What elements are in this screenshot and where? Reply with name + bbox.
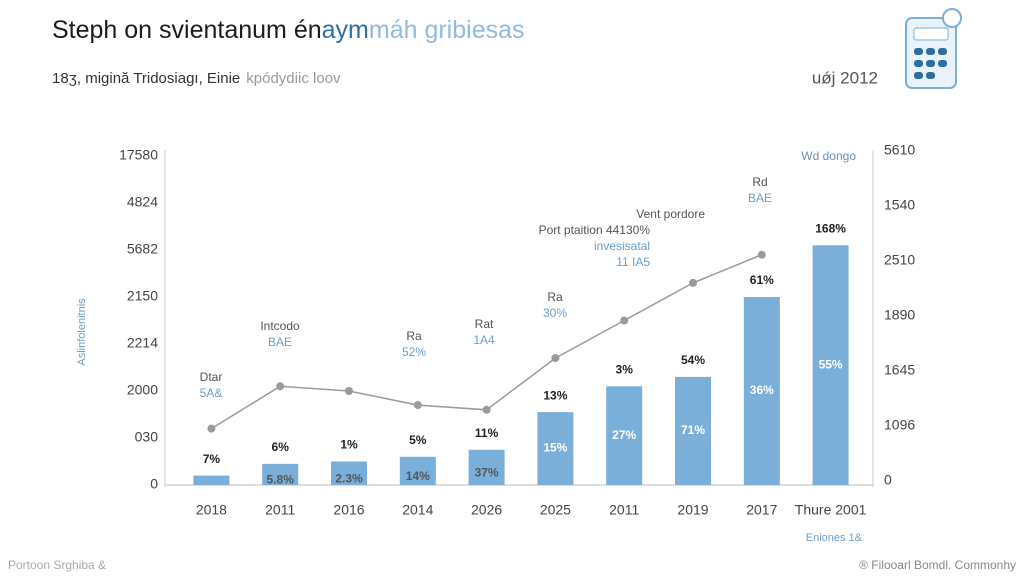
bar-top-label: 3% (616, 362, 634, 376)
bar-inner-label: 15% (543, 441, 567, 455)
x-tick-label: 2019 (677, 502, 708, 518)
line-marker (620, 316, 629, 325)
x-tick-label: 2016 (333, 502, 364, 518)
title-part: aym (322, 16, 369, 44)
y-tick-label: 4824 (127, 194, 158, 210)
line-marker (482, 405, 491, 414)
y-tick-label: 2214 (127, 335, 158, 351)
x-note: Eniones 1& (806, 532, 863, 544)
bar-top-label: 1% (340, 438, 358, 452)
bar (193, 475, 230, 485)
title-part: Steph on svientanum én (52, 16, 322, 44)
annotation: Intcodo (260, 319, 300, 333)
annotation: Ra (547, 290, 563, 304)
x-tick-label: 2025 (540, 502, 571, 518)
bar-inner-label: 36% (750, 383, 774, 397)
annotation: BAE (748, 191, 772, 205)
annotation: invesisatal (594, 239, 650, 253)
line-marker (207, 424, 216, 433)
y2-tick-label: 2510 (884, 252, 915, 268)
bar-inner-label: 2.3% (335, 471, 363, 485)
y-axis-title: Aslinfolenitnis (76, 298, 88, 366)
annotation: 5A& (200, 386, 223, 400)
line-marker (345, 387, 353, 395)
bar-inner-label: 37% (475, 466, 499, 480)
line-marker (757, 250, 766, 259)
y2-tick-label: 0 (884, 472, 892, 488)
bar-top-label: 61% (750, 273, 774, 287)
bar-top-label: 11% (475, 426, 499, 440)
y2-axis-title: Wd dongo (801, 149, 856, 163)
bar-top-label: 54% (681, 353, 705, 367)
annotation: 1A4 (473, 333, 495, 347)
line-marker (689, 278, 697, 287)
calculator-icon (905, 8, 962, 89)
date: uǿj 2012 (812, 68, 878, 87)
y2-tick-label: 1540 (884, 197, 915, 213)
bar-inner-label: 14% (406, 469, 430, 483)
annotation: 52% (402, 345, 426, 359)
bar-top-label: 5% (409, 433, 427, 447)
bar (262, 463, 299, 485)
bar-top-label: 6% (272, 440, 290, 454)
bar-top-label: 13% (543, 388, 567, 402)
bar-inner-label: 55% (819, 357, 843, 371)
y-tick-label: 5682 (127, 241, 158, 257)
annotation: BAE (268, 335, 292, 349)
bar (606, 386, 643, 485)
x-tick-label: 2026 (471, 502, 502, 518)
x-tick-label: 2018 (196, 502, 227, 518)
x-tick-label: 2017 (746, 502, 777, 518)
y2-tick-label: 5610 (884, 142, 915, 158)
subtitle: 18ʒ, migină Tridosiagı, Einie kpódydiic l… (52, 70, 341, 87)
annotation: Ra (406, 329, 422, 343)
annotation: Port ptaition 44130% (539, 223, 651, 237)
bar (675, 376, 711, 485)
title-part: máh gribiesas (369, 16, 525, 44)
x-tick-label: 2011 (609, 502, 639, 518)
bar (468, 449, 505, 485)
x-tick-label: 2011 (265, 502, 295, 518)
bar (812, 245, 849, 485)
footer-right: ® Filooarl Bomdl. Commonhy (859, 558, 1016, 572)
line-marker (551, 354, 560, 363)
bar-inner-label: 71% (681, 423, 705, 437)
y-tick-label: 0 (150, 476, 158, 492)
y-tick-label: 2000 (127, 382, 158, 398)
y2-tick-label: 1890 (884, 307, 915, 323)
annotation: 30% (543, 306, 567, 320)
y-tick-label: 2150 (127, 288, 158, 304)
bar (743, 297, 780, 485)
annotation: Rd (752, 175, 767, 189)
bar (331, 461, 367, 485)
bar-top-label: 7% (203, 452, 221, 466)
bar-inner-label: 27% (612, 428, 636, 442)
bar (537, 412, 574, 485)
x-tick-label: 2014 (402, 502, 433, 518)
line-marker (413, 401, 422, 410)
y-tick-label: 17580 (119, 147, 158, 163)
annotation: 11 IA5 (616, 255, 650, 269)
x-tick-label: Thure 2001 (795, 502, 867, 518)
bar (399, 456, 436, 485)
bar-inner-label: 5.8% (267, 473, 295, 487)
subtitle-faint: kpódydiic loov (246, 70, 341, 87)
line-marker (276, 382, 285, 391)
y2-tick-label: 1096 (884, 417, 915, 433)
bar-top-label: 168% (815, 221, 846, 235)
y2-tick-label: 1645 (884, 362, 915, 378)
annotation: Rat (475, 317, 494, 331)
annotation: Dtar (200, 370, 223, 384)
y-tick-label: 030 (135, 429, 159, 445)
subtitle-text: 18ʒ, migină Tridosiagı, Einie (52, 70, 240, 87)
chart-title: Steph on svientanum énaymmáh gribiesas (52, 16, 525, 44)
footer-left: Portoon Srghiba & (8, 558, 106, 572)
annotation: Vent pordore (636, 207, 705, 221)
